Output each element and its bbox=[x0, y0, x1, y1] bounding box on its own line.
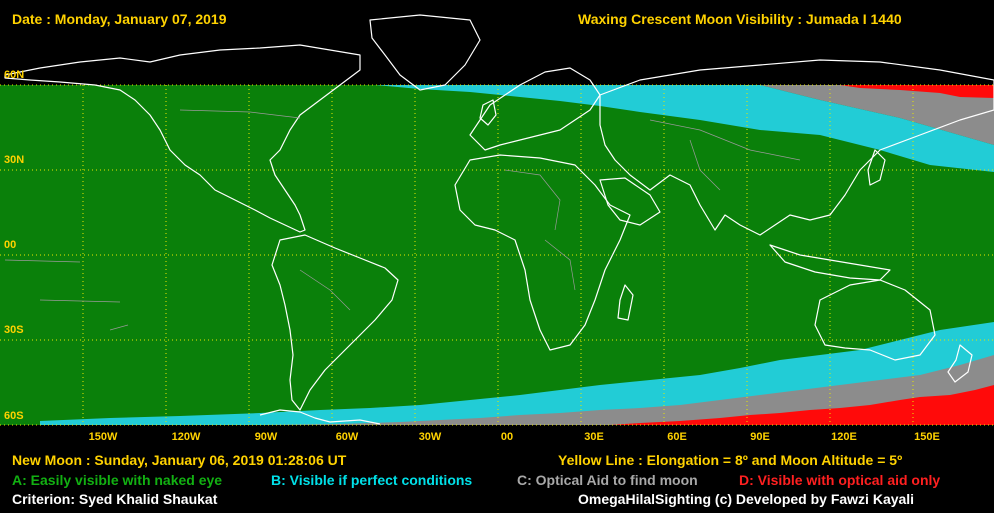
coordinate-grid bbox=[0, 84, 994, 426]
zone-d-north bbox=[840, 85, 994, 98]
lon-label-90w: 90W bbox=[254, 431, 278, 443]
lon-label-120e: 120E bbox=[831, 431, 857, 443]
lon-label-60w: 60W bbox=[335, 431, 359, 443]
lon-label-150w: 150W bbox=[88, 431, 118, 443]
lon-label-00: 00 bbox=[500, 431, 514, 443]
yellow-line-note: Yellow Line : Elongation = 8º and Moon A… bbox=[558, 452, 903, 468]
zone-d-south bbox=[610, 385, 994, 425]
lat-label-00: 00 bbox=[4, 239, 17, 251]
antarctica-edge bbox=[259, 409, 381, 425]
japan-outline bbox=[867, 149, 886, 186]
lon-label-30e: 30E bbox=[584, 431, 604, 443]
africa-outline bbox=[454, 154, 631, 351]
zone-c-south bbox=[260, 355, 994, 425]
zone-c-north bbox=[760, 85, 994, 145]
north-america-outline bbox=[4, 44, 361, 233]
lon-label-60e: 60E bbox=[667, 431, 687, 443]
lat-label-60s: 60S bbox=[4, 410, 24, 422]
country-borders bbox=[4, 109, 801, 331]
south-america-outline bbox=[271, 234, 399, 411]
lon-label-150e: 150E bbox=[914, 431, 940, 443]
legend-zone-d: D: Visible with optical aid only bbox=[739, 472, 941, 488]
zone-b-north bbox=[375, 85, 994, 172]
legend-zone-c: C: Optical Aid to find moon bbox=[517, 472, 698, 488]
lon-label-120w: 120W bbox=[171, 431, 201, 443]
indonesia-outline bbox=[769, 244, 891, 281]
asia-outline bbox=[599, 59, 994, 236]
lon-label-90e: 90E bbox=[750, 431, 770, 443]
lat-label-60n: 60N bbox=[4, 69, 25, 81]
uk-outline bbox=[479, 99, 497, 126]
legend-zone-b: B: Visible if perfect conditions bbox=[271, 472, 473, 488]
map-title: Waxing Crescent Moon Visibility : Jumada… bbox=[578, 11, 902, 27]
new-zealand-outline bbox=[947, 344, 973, 383]
new-moon-info: New Moon : Sunday, January 06, 2019 01:2… bbox=[12, 452, 347, 468]
madagascar-outline bbox=[617, 284, 634, 321]
arabia-outline bbox=[599, 177, 661, 226]
criterion-label: Criterion: Syed Khalid Shaukat bbox=[12, 491, 218, 507]
coastlines bbox=[4, 14, 994, 425]
date-label: Date : Monday, January 07, 2019 bbox=[12, 11, 227, 27]
greenland-outline bbox=[369, 14, 481, 91]
lat-label-30s: 30S bbox=[4, 324, 24, 336]
lat-label-30n: 30N bbox=[4, 154, 25, 166]
australia-outline bbox=[814, 279, 936, 361]
legend-zone-a: A: Easily visible with naked eye bbox=[12, 472, 223, 488]
lon-label-30w: 30W bbox=[418, 431, 442, 443]
credit-label: OmegaHilalSighting (c) Developed by Fawz… bbox=[578, 491, 915, 507]
